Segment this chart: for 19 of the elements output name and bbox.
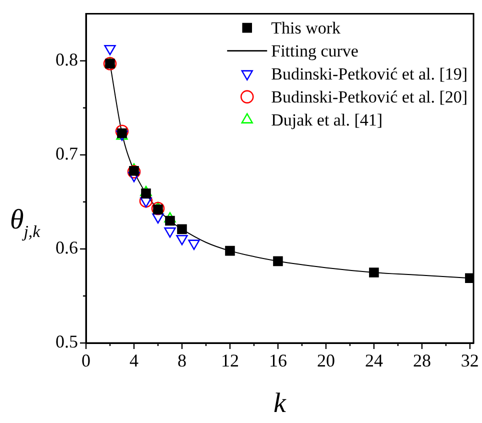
y-tick-label: 0.5	[56, 332, 78, 352]
x-tick-label: 20	[316, 350, 335, 371]
x-tick-label: 16	[268, 350, 287, 371]
x-tick-label: 24	[364, 350, 383, 371]
y-tick-label: 0.7	[56, 144, 78, 164]
x-tick-label: 28	[412, 350, 431, 371]
x-tick-label: 12	[220, 350, 239, 371]
y-tick-label: 0.8	[56, 50, 78, 70]
legend-label: Budinski-Petković et al. [20]	[271, 87, 468, 106]
y-tick-label: 0.6	[56, 238, 78, 258]
x-tick-label: 4	[129, 350, 138, 371]
legend-label: Fitting curve	[271, 41, 358, 60]
x-tick-label: 0	[82, 350, 90, 371]
x-tick-label: 8	[177, 350, 186, 371]
legend-label: Budinski-Petković et al. [19]	[271, 64, 468, 84]
x-axis-title: k	[274, 388, 287, 419]
x-tick-label: 32	[460, 350, 479, 371]
legend-label: This work	[271, 18, 342, 38]
legend-label: Dujak et al. [41]	[271, 110, 383, 130]
